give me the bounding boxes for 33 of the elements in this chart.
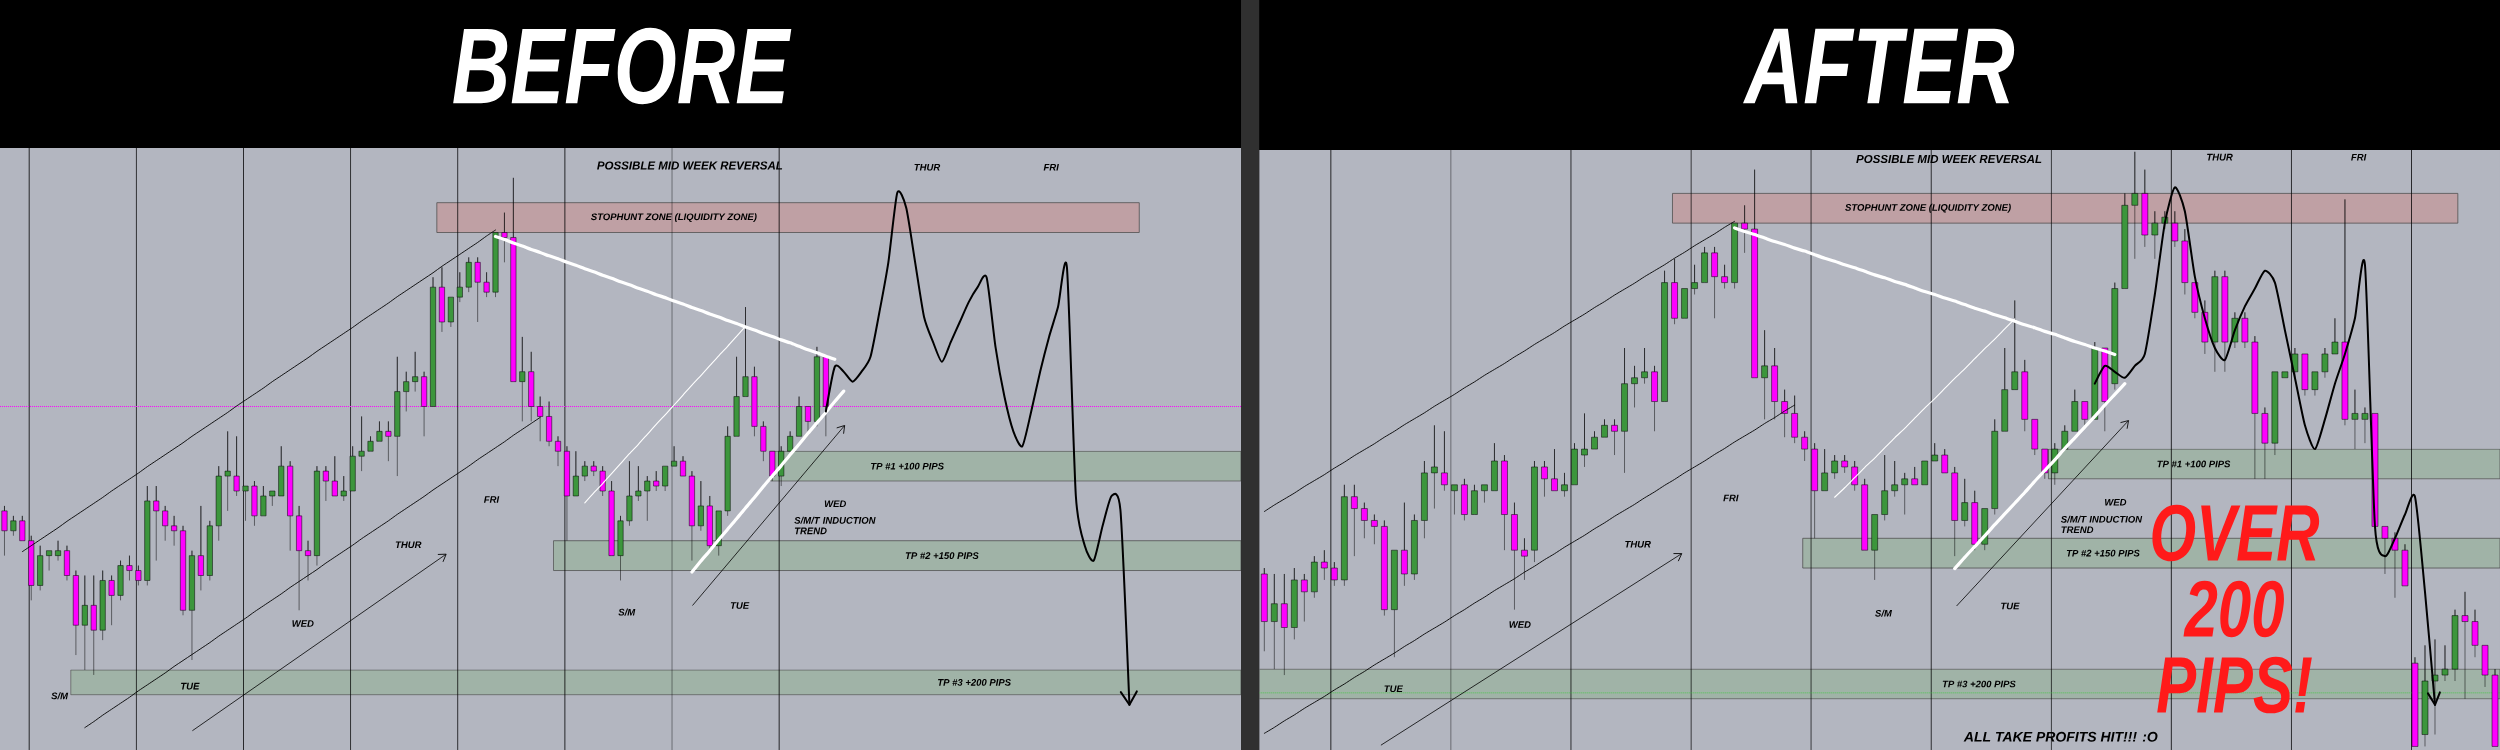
text: S/M: [51, 692, 69, 700]
band-label: TP #2 +150 PIPS: [905, 552, 979, 559]
annotation: TUE: [1384, 685, 1404, 693]
annotation: FRI: [1723, 494, 1739, 502]
annotation: FRI: [2351, 153, 2367, 161]
annotation: TUE: [730, 602, 750, 609]
text: THUR: [914, 163, 941, 171]
text: TUE: [181, 682, 200, 690]
band-label: STOPHUNT ZONE (LIQUIDITY ZONE): [1845, 203, 2011, 213]
text: FRI: [1043, 163, 1059, 171]
annotation: THUR: [2207, 153, 2233, 161]
annotation: WED: [2105, 498, 2127, 506]
annotation: S/M: [1875, 609, 1893, 617]
text: POSSIBLE MID WEEK REVERSAL: [597, 161, 783, 170]
annotation: THUR: [395, 541, 422, 549]
band-label: STOPHUNT ZONE (LIQUIDITY ZONE): [590, 213, 757, 223]
band-label: TP #1 +100 PIPS: [871, 462, 944, 470]
chart-title: AFTER: [1743, 28, 2015, 104]
band-label: TP #2 +150 PIPS: [2066, 549, 2140, 557]
annotation: FRI: [483, 496, 500, 503]
annotation: WED: [824, 500, 847, 508]
annotation: THUR: [1625, 540, 1651, 548]
annotation: S/M/T INDUCTION TREND: [794, 516, 876, 535]
annotation: S/M/T INDUCTION TREND: [2060, 515, 2143, 534]
annotation: WED: [292, 620, 314, 627]
annotation: POSSIBLE MID WEEK REVERSAL: [1856, 154, 2042, 164]
band-label: TP #3 +200 PIPS: [1942, 680, 2016, 688]
annotation: WED: [1509, 621, 1531, 628]
annotation: TUE: [2001, 602, 2020, 610]
chart-title: BEFORE: [453, 27, 792, 105]
band-label: TP #3 +200 PIPS: [938, 679, 1011, 686]
band-label: TP #1 +100 PIPS: [2157, 460, 2231, 468]
annotation: S/M: [618, 608, 636, 616]
